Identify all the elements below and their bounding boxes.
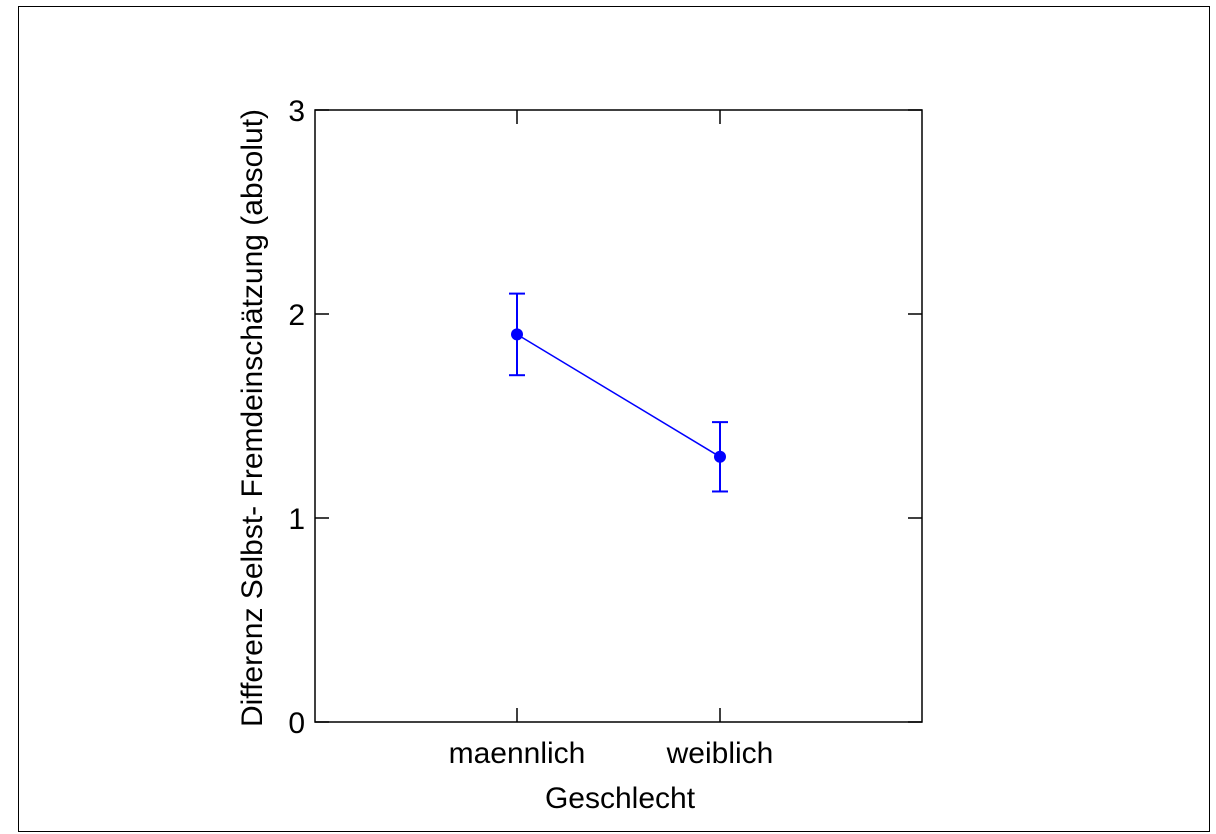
y-tick-label: 1 (288, 503, 305, 536)
x-tick-label: weiblich (666, 737, 774, 770)
y-tick-label: 3 (288, 95, 305, 128)
x-axis-label: Geschlecht (545, 782, 696, 815)
tick-labels: 0 1 2 3 maennlich weiblich (288, 95, 773, 770)
y-tick-label: 0 (288, 707, 305, 740)
data-marks (509, 292, 728, 493)
plot-area (314, 109, 923, 723)
axis-ticks (315, 109, 922, 723)
series-line (516, 333, 721, 458)
data-point (511, 328, 523, 341)
data-point (714, 450, 726, 463)
y-tick-label: 2 (288, 299, 305, 332)
y-axis-label: Differenz Selbst- Fremdeinschätzung (abs… (236, 109, 269, 727)
chart-frame (18, 6, 1210, 832)
x-tick-label: maennlich (449, 737, 586, 770)
